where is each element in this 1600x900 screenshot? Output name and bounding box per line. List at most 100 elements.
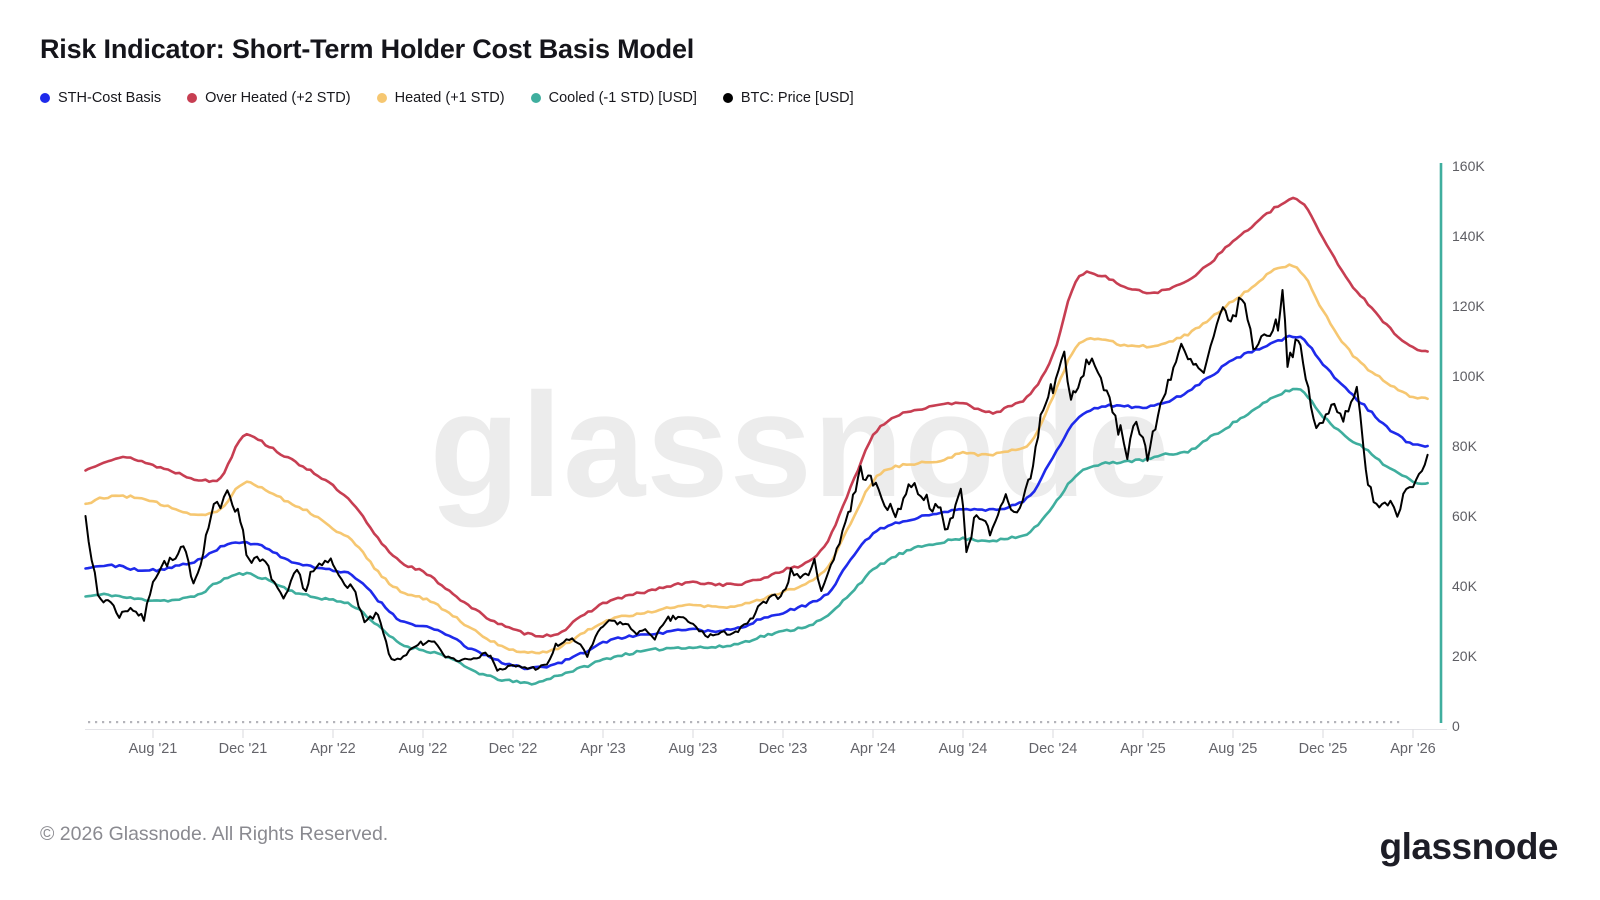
baseline-dotted-mark: [956, 721, 959, 724]
legend-item-label: Over Heated (+2 STD): [205, 90, 351, 106]
baseline-dotted-mark: [263, 721, 266, 724]
baseline-dotted-mark: [1278, 721, 1281, 724]
baseline-dotted-mark: [718, 721, 721, 724]
baseline-dotted-mark: [151, 721, 154, 724]
baseline-dotted-mark: [326, 721, 329, 724]
baseline-dotted-mark: [1320, 721, 1323, 724]
baseline-dotted-mark: [578, 721, 581, 724]
copyright-text: © 2026 Glassnode. All Rights Reserved.: [40, 823, 389, 845]
baseline-dotted-mark: [543, 721, 546, 724]
baseline-dotted-mark: [1019, 721, 1022, 724]
glassnode-watermark: glassnode: [429, 363, 1171, 528]
baseline-dotted-mark: [396, 721, 399, 724]
baseline-dotted-mark: [613, 721, 616, 724]
baseline-dotted-mark: [900, 721, 903, 724]
baseline-dotted-mark: [970, 721, 973, 724]
baseline-dotted-mark: [1061, 721, 1064, 724]
baseline-dotted-mark: [725, 721, 728, 724]
baseline-dotted-mark: [459, 721, 462, 724]
baseline-dotted-mark: [1068, 721, 1071, 724]
baseline-dotted-mark: [256, 721, 259, 724]
baseline-dotted-mark: [592, 721, 595, 724]
baseline-dotted-mark: [802, 721, 805, 724]
baseline-dotted-mark: [1173, 721, 1176, 724]
baseline-dotted-mark: [739, 721, 742, 724]
baseline-dotted-mark: [914, 721, 917, 724]
baseline-dotted-mark: [683, 721, 686, 724]
baseline-dotted-mark: [1096, 721, 1099, 724]
baseline-dotted-mark: [907, 721, 910, 724]
baseline-dotted-mark: [1054, 721, 1057, 724]
baseline-dotted-mark: [676, 721, 679, 724]
baseline-dotted-mark: [1362, 721, 1365, 724]
baseline-dotted-mark: [1285, 721, 1288, 724]
legend-item-cooled-1-std-usd[interactable]: Cooled (-1 STD) [USD]: [530, 90, 697, 106]
baseline-dotted-mark: [1250, 721, 1253, 724]
y-axis-label: 140K: [1452, 228, 1485, 244]
baseline-dotted-mark: [487, 721, 490, 724]
baseline-dotted-mark: [277, 721, 280, 724]
x-axis-label: Apr '24: [850, 741, 896, 757]
legend-item-label: Heated (+1 STD): [394, 90, 505, 106]
baseline-dotted-mark: [634, 721, 637, 724]
baseline-dotted-mark: [1397, 721, 1400, 724]
baseline-dotted-mark: [1012, 721, 1015, 724]
baseline-dotted-mark: [711, 721, 714, 724]
y-axis-label: 0: [1452, 718, 1460, 734]
baseline-dotted-mark: [319, 721, 322, 724]
baseline-dotted-mark: [991, 721, 994, 724]
baseline-dotted-mark: [1334, 721, 1337, 724]
baseline-dotted-mark: [942, 721, 945, 724]
baseline-dotted-mark: [1369, 721, 1372, 724]
baseline-dotted-mark: [333, 721, 336, 724]
legend-item-label: STH-Cost Basis: [58, 90, 162, 106]
baseline-dotted-mark: [823, 721, 826, 724]
baseline-dotted-mark: [1082, 721, 1085, 724]
baseline-dotted-mark: [1390, 721, 1393, 724]
baseline-dotted-mark: [403, 721, 406, 724]
y-axis-label: 100K: [1452, 368, 1485, 384]
baseline-dotted-mark: [585, 721, 588, 724]
baseline-dotted-mark: [928, 721, 931, 724]
series-line-btc-price-usd: [84, 289, 1429, 672]
glassnode-logo[interactable]: glassnode: [1379, 826, 1559, 867]
x-axis-label: Apr '23: [580, 741, 626, 757]
page-title: Risk Indicator: Short-Term Holder Cost B…: [40, 34, 695, 64]
baseline-dotted-mark: [662, 721, 665, 724]
legend-item-btc-price-usd[interactable]: BTC: Price [USD]: [722, 90, 854, 106]
baseline-dotted-mark: [88, 721, 91, 724]
baseline-dotted-mark: [1124, 721, 1127, 724]
baseline-dotted-mark: [620, 721, 623, 724]
baseline-dotted-mark: [494, 721, 497, 724]
baseline-dotted-mark: [116, 721, 119, 724]
baseline-dotted-mark: [795, 721, 798, 724]
baseline-dotted-mark: [669, 721, 672, 724]
baseline-dotted-mark: [1131, 721, 1134, 724]
baseline-dotted-mark: [1194, 721, 1197, 724]
baseline-dotted-mark: [1040, 721, 1043, 724]
baseline-dotted-mark: [242, 721, 245, 724]
baseline-dotted-mark: [1033, 721, 1036, 724]
baseline-dotted-mark: [564, 721, 567, 724]
baseline-dotted-mark: [627, 721, 630, 724]
x-axis-label: Aug '21: [129, 741, 178, 757]
baseline-dotted-mark: [1201, 721, 1204, 724]
legend-dot-icon: [187, 93, 198, 103]
baseline-dotted-mark: [368, 721, 371, 724]
legend-item-sth-cost-basis[interactable]: STH-Cost Basis: [40, 90, 161, 106]
baseline-dotted-mark: [1355, 721, 1358, 724]
baseline-dotted-mark: [788, 721, 791, 724]
baseline-dotted-mark: [1229, 721, 1232, 724]
baseline-dotted-mark: [1117, 721, 1120, 724]
baseline-dotted-mark: [193, 721, 196, 724]
baseline-dotted-mark: [417, 721, 420, 724]
x-axis-label: Apr '22: [310, 741, 356, 757]
baseline-dotted-mark: [893, 721, 896, 724]
legend-item-heated-1-std[interactable]: Heated (+1 STD): [376, 90, 505, 106]
baseline-dotted-mark: [102, 721, 105, 724]
y-axis-label: 60K: [1452, 508, 1478, 524]
legend-item-over-heated-2-std[interactable]: Over Heated (+2 STD): [187, 90, 351, 106]
baseline-dotted-mark: [1152, 721, 1155, 724]
